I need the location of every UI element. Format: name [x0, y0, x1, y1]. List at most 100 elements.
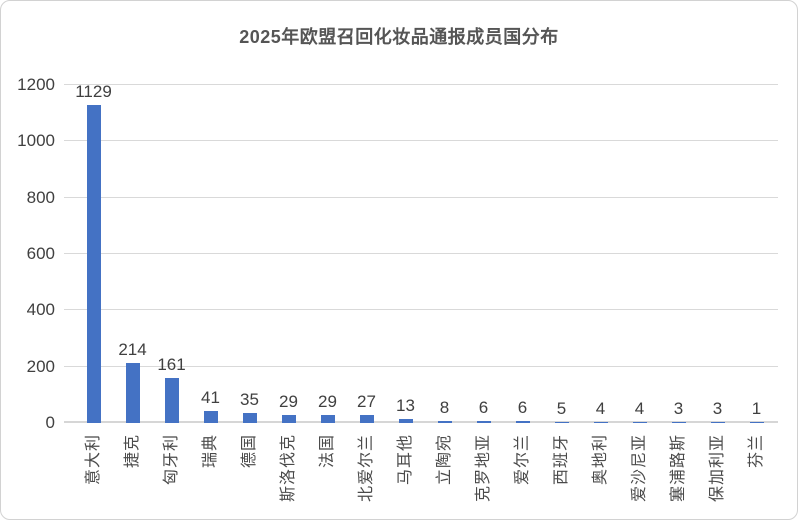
- bar-column: 27: [347, 85, 386, 423]
- x-axis-category-labels: 意大利 捷克 匈牙利 瑞典 德国 斯洛伐克 法国 北爱尔兰 马耳他 立陶宛 克罗地亚 爱尔兰 西班牙 奥地…: [74, 423, 776, 519]
- bar: [320, 414, 335, 423]
- bar: [749, 421, 764, 423]
- bar-column: 29: [308, 85, 347, 423]
- gridline: [64, 84, 778, 85]
- bar: [632, 421, 647, 423]
- bar-column: 1129: [74, 83, 113, 423]
- bar: [515, 421, 530, 423]
- bar: [281, 414, 296, 423]
- y-tick-label: 1000: [17, 131, 55, 151]
- bar: [476, 421, 491, 423]
- bar: [203, 411, 218, 423]
- bar-value-label: 161: [157, 354, 186, 374]
- category-label: 意大利: [84, 434, 102, 486]
- bar-value-label: 4: [634, 398, 645, 418]
- y-tick-label: 1200: [17, 75, 55, 94]
- bar: [398, 419, 413, 423]
- bar-value-label: 41: [201, 388, 220, 408]
- x-label-cell: 德国: [230, 423, 269, 519]
- category-label: 北爱尔兰: [357, 434, 375, 503]
- bar: [710, 421, 725, 423]
- x-label-cell: 斯洛伐克: [269, 423, 308, 519]
- x-label-cell: 芬兰: [737, 423, 776, 519]
- bar-value-label: 1: [751, 398, 762, 418]
- category-label: 瑞典: [201, 434, 219, 469]
- x-label-cell: 瑞典: [191, 423, 230, 519]
- x-label-cell: 立陶宛: [425, 423, 464, 519]
- category-label: 捷克: [123, 434, 141, 469]
- x-label-cell: 克罗地亚: [464, 423, 503, 519]
- gridline: [64, 309, 778, 311]
- category-label: 克罗地亚: [474, 434, 492, 503]
- bar: [593, 421, 608, 423]
- x-label-cell: 北爱尔兰: [347, 423, 386, 519]
- gridline: [64, 140, 778, 142]
- category-label: 法国: [318, 434, 336, 469]
- x-axis-line: [64, 421, 778, 423]
- category-label: 塞浦路斯: [669, 434, 687, 503]
- bar-column: 214: [113, 85, 152, 423]
- x-label-cell: 爱尔兰: [503, 423, 542, 519]
- x-label-cell: 匈牙利: [152, 423, 191, 519]
- y-tick-label: 0: [45, 413, 55, 432]
- category-label: 马耳他: [396, 434, 414, 486]
- bar-value-label: 6: [478, 398, 489, 418]
- x-label-cell: 马耳他: [386, 423, 425, 519]
- bars-row: 1129 214 161 41 35 29 29 27 13 8 6 6 5 4 4 3 3 1: [74, 83, 776, 423]
- chart-title: 2025年欧盟召回化妆品通报成员国分布: [239, 27, 559, 47]
- bar: [437, 420, 452, 423]
- bar-value-label: 27: [357, 392, 376, 412]
- category-label: 保加利亚: [708, 434, 726, 503]
- gridline: [64, 196, 778, 198]
- bar: [359, 415, 374, 423]
- category-label: 匈牙利: [162, 434, 180, 486]
- bar-column: 3: [659, 85, 698, 423]
- category-label: 德国: [240, 434, 258, 469]
- y-tick-label: 800: [26, 187, 55, 207]
- bar-value-label: 8: [439, 397, 450, 417]
- bar-column: 35: [230, 85, 269, 423]
- y-tick-label: 200: [26, 356, 55, 376]
- bar-value-label: 4: [595, 398, 606, 418]
- bar-value-label: 3: [673, 398, 684, 418]
- x-label-cell: 奥地利: [581, 423, 620, 519]
- category-label: 芬兰: [747, 434, 765, 469]
- bar: [86, 105, 101, 423]
- bar: [671, 421, 686, 423]
- bar-value-label: 35: [240, 390, 259, 410]
- x-label-cell: 法国: [308, 423, 347, 519]
- category-label: 奥地利: [591, 434, 609, 486]
- bar-column: 13: [386, 85, 425, 423]
- category-label: 爱尔兰: [513, 434, 531, 486]
- bar-column: 41: [191, 85, 230, 423]
- bar-value-label: 13: [396, 396, 415, 416]
- category-label: 斯洛伐克: [279, 434, 297, 503]
- bar-column: 5: [542, 85, 581, 423]
- bar-value-label: 29: [318, 391, 337, 411]
- x-label-cell: 爱沙尼亚: [620, 423, 659, 519]
- bar: [164, 377, 179, 423]
- bar: [554, 421, 569, 423]
- bar-value-label: 214: [118, 339, 147, 359]
- bar-column: 4: [620, 85, 659, 423]
- y-tick-label: 400: [26, 300, 55, 320]
- bar-value-label: 6: [517, 398, 528, 418]
- bar-column: 3: [698, 85, 737, 423]
- bar-column: 6: [503, 85, 542, 423]
- gridline: [64, 253, 778, 254]
- category-label: 西班牙: [552, 434, 570, 486]
- bar-column: 29: [269, 85, 308, 423]
- y-tick-label: 600: [26, 244, 55, 263]
- bar-column: 4: [581, 85, 620, 423]
- x-label-cell: 捷克: [113, 423, 152, 519]
- category-label: 立陶宛: [435, 434, 453, 486]
- bar: [125, 362, 140, 423]
- category-label: 爱沙尼亚: [630, 434, 648, 503]
- bar-value-label: 29: [279, 391, 298, 411]
- bar-column: 161: [152, 85, 191, 423]
- bar-column: 8: [425, 85, 464, 423]
- x-label-cell: 塞浦路斯: [659, 423, 698, 519]
- x-label-cell: 西班牙: [542, 423, 581, 519]
- bar-column: 6: [464, 85, 503, 423]
